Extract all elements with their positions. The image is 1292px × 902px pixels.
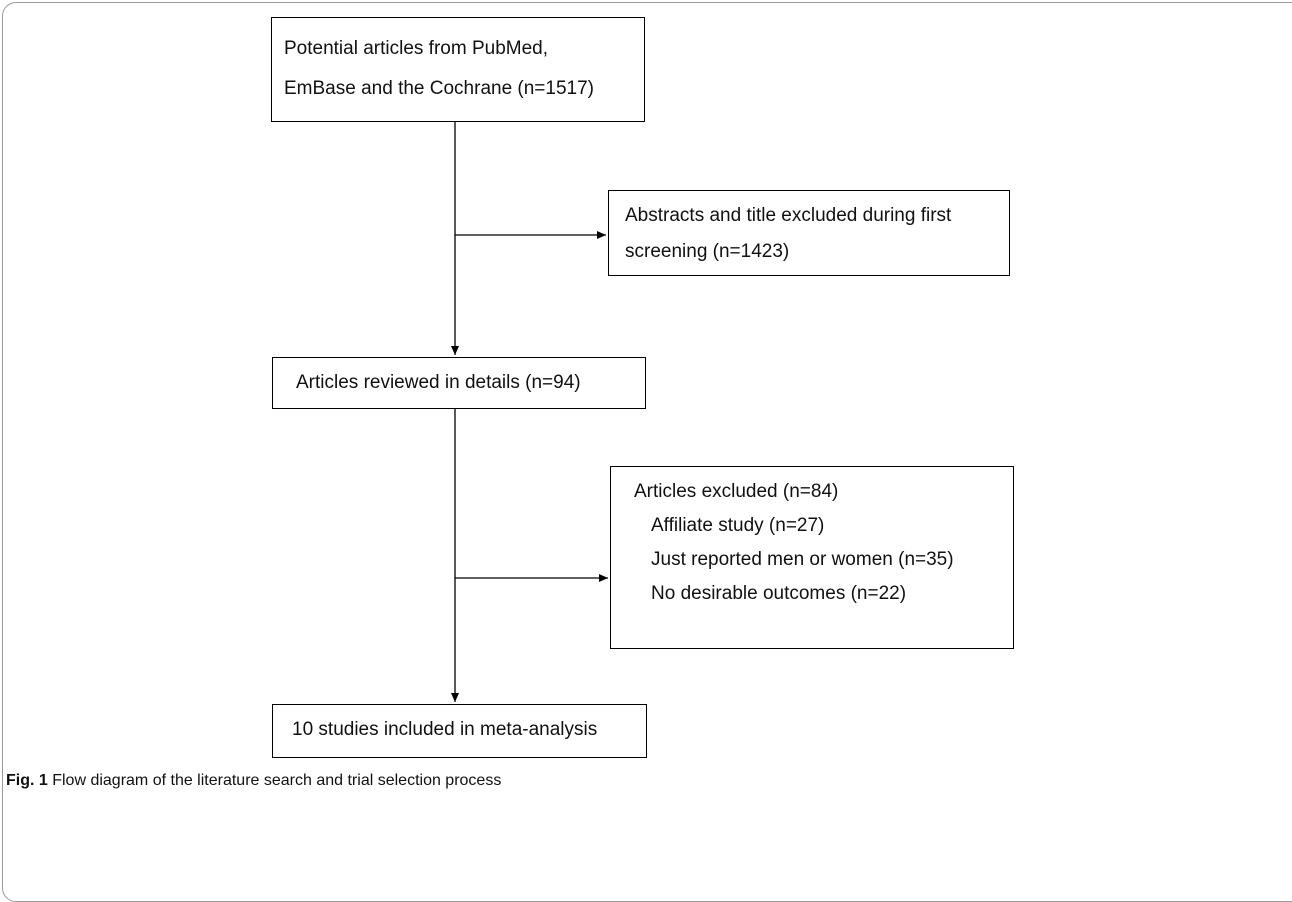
exclusion-reason: No desirable outcomes (n=22) [651, 583, 907, 604]
flow-connectors [451, 122, 608, 702]
figure-caption: Fig. 1 Flow diagram of the literature se… [6, 772, 501, 790]
screening-excluded-line-2: screening (n=1423) [625, 241, 790, 262]
screening-excluded-box: Abstracts and title excluded during firs… [608, 190, 1010, 276]
screening-excluded-line-1: Abstracts and title excluded during firs… [625, 205, 952, 226]
identification-box: Potential articles from PubMed, EmBase a… [271, 17, 645, 122]
identification-line-2: EmBase and the Cochrane (n=1517) [284, 78, 595, 99]
full-text-review-text: Articles reviewed in details (n=94) [296, 372, 581, 393]
included-studies-text: 10 studies included in meta-analysis [292, 719, 598, 740]
identification-line-1: Potential articles from PubMed, [284, 38, 549, 59]
figure-caption-text: Flow diagram of the literature search an… [47, 772, 502, 789]
exclusion-reason: Just reported men or women (n=35) [651, 549, 954, 570]
articles-excluded-box: Articles excluded (n=84) Affiliate study… [610, 466, 1014, 649]
included-studies-box: 10 studies included in meta-analysis [272, 704, 647, 758]
figure-label: Fig. 1 [6, 772, 48, 789]
exclusion-reason: Affiliate study (n=27) [651, 515, 825, 536]
articles-excluded-title: Articles excluded (n=84) [634, 481, 839, 502]
full-text-review-box: Articles reviewed in details (n=94) [272, 357, 646, 409]
